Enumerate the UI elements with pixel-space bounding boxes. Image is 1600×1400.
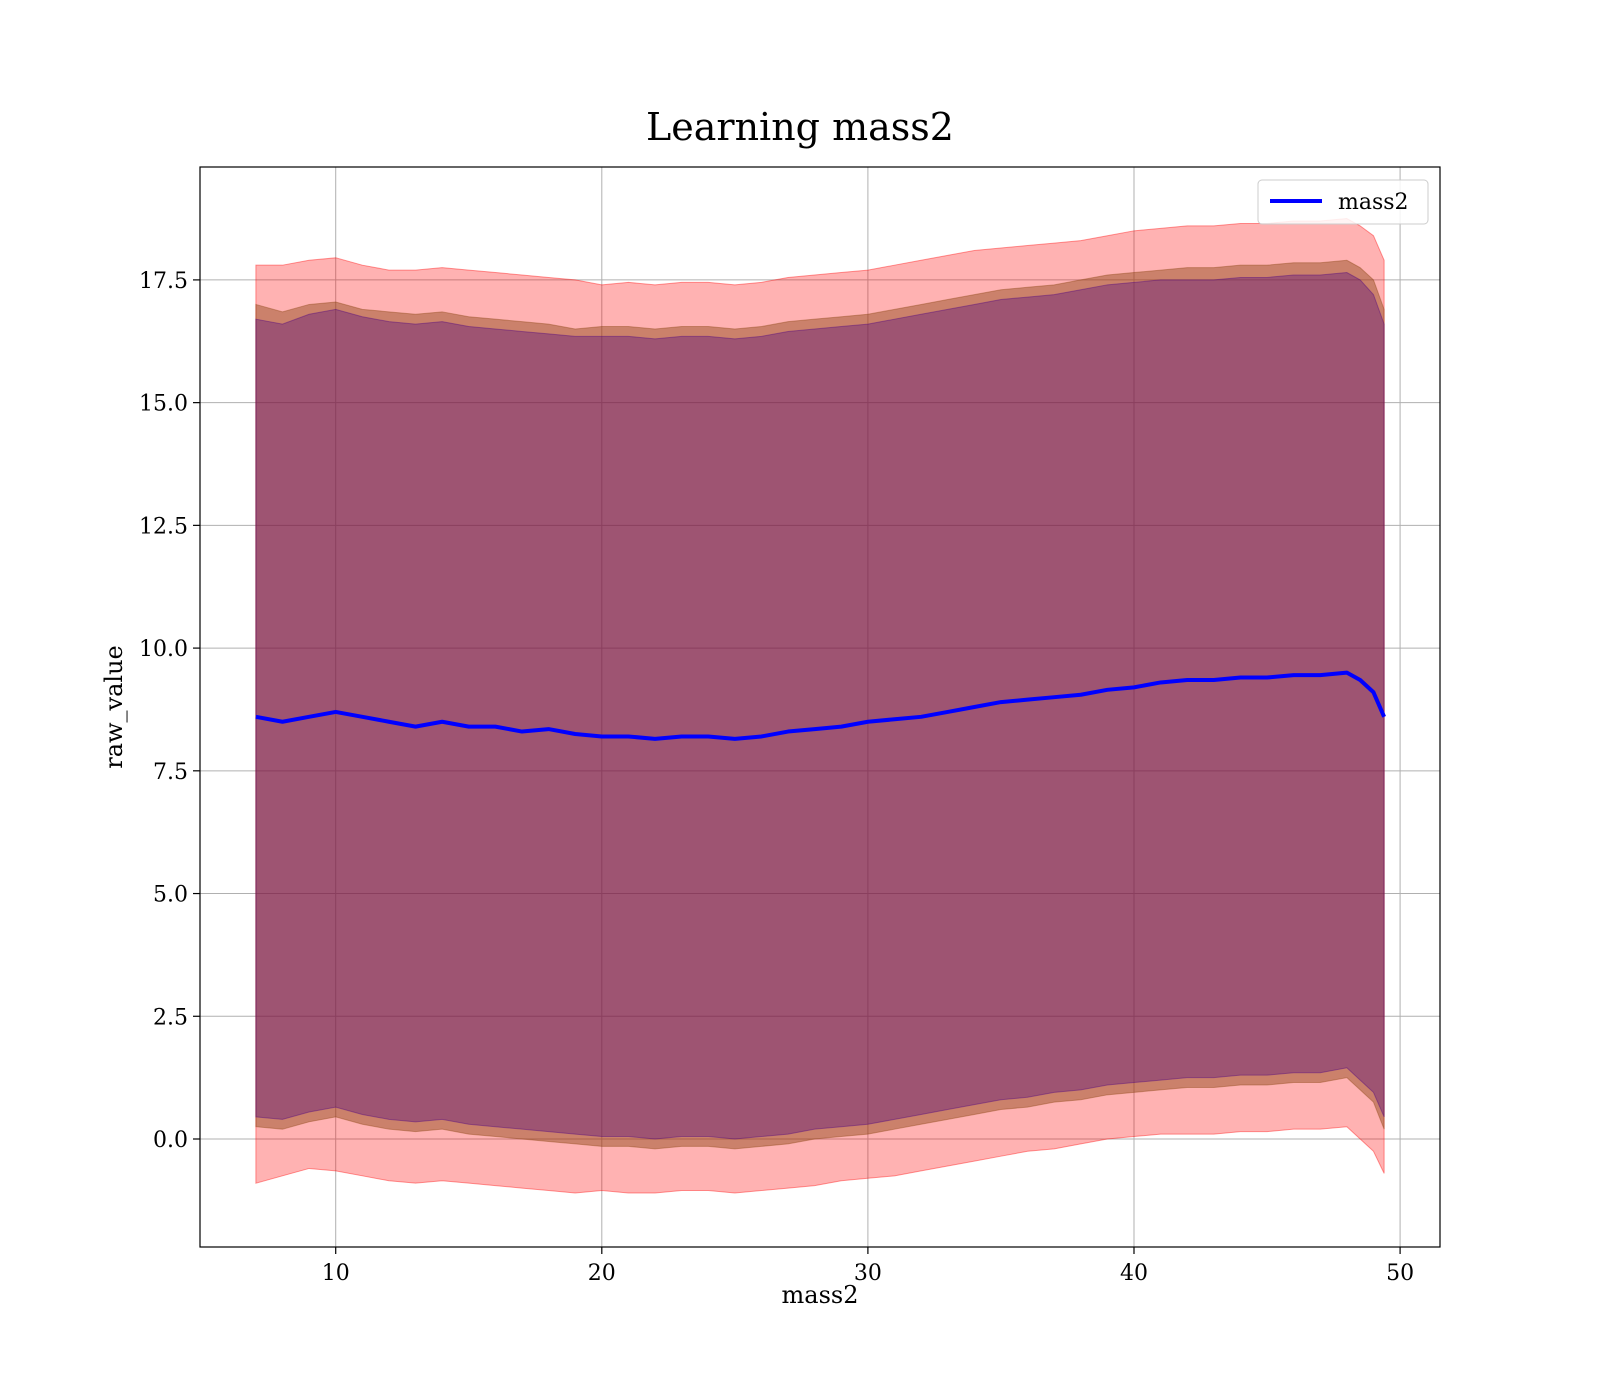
y-axis-label: raw_value — [100, 645, 128, 769]
x-tick-label-3: 40 — [1120, 1261, 1148, 1286]
legend: mass2 — [1257, 179, 1429, 225]
y-tick-label-1: 2.5 — [153, 1005, 188, 1030]
x-tick-label-4: 50 — [1386, 1261, 1414, 1286]
y-tick-label-5: 12.5 — [139, 514, 188, 539]
middle-band-area — [255, 259, 1385, 1150]
y-tick-label-3: 7.5 — [153, 760, 188, 785]
grid-lines — [200, 167, 1440, 1247]
legend-entry: mass2 — [1338, 190, 1409, 215]
y-tick-label-2: 5.0 — [153, 883, 188, 908]
y-tick-label-0: 0.0 — [153, 1128, 188, 1153]
x-tick-label-0: 10 — [322, 1261, 350, 1286]
series-line-mass2 — [255, 670, 1386, 741]
legend-box — [1257, 179, 1429, 225]
axis-ticks: 10 20 30 40 50 0.0 2.5 5.0 7.5 10.0 12.5 15.0 17.5 — [139, 269, 1414, 1286]
y-tick-label-6: 15.0 — [139, 392, 188, 417]
inner-band-area — [255, 272, 1385, 1140]
plot-frame — [199, 166, 1441, 1248]
y-tick-label-4: 10.0 — [139, 637, 188, 662]
x-axis-label: mass2 — [782, 1281, 859, 1309]
chart-title: Learning mass2 — [646, 105, 954, 149]
x-tick-label-1: 20 — [588, 1261, 616, 1286]
y-tick-label-7: 17.5 — [139, 269, 188, 294]
series-lines — [255, 670, 1386, 741]
outer-band-area — [255, 218, 1385, 1194]
x-tick-label-2: 30 — [854, 1261, 882, 1286]
bands — [255, 218, 1385, 1194]
